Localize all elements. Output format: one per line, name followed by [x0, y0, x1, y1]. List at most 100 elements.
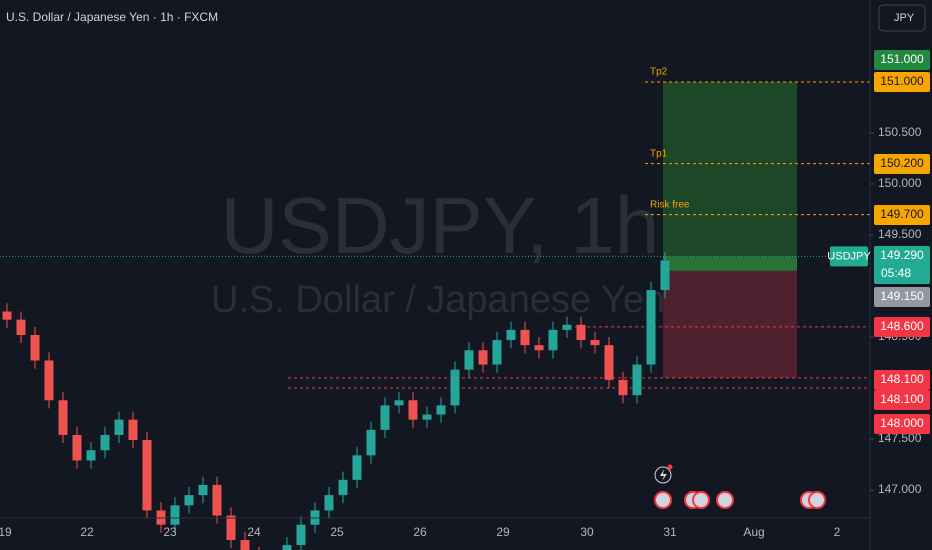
- currency-label: JPY: [894, 12, 915, 24]
- candle-body: [520, 329, 530, 346]
- candle-body: [44, 360, 54, 401]
- candle-body: [478, 350, 488, 365]
- event-icons: [654, 464, 826, 509]
- candle-body: [576, 324, 586, 341]
- x-tick-label: 25: [330, 525, 344, 539]
- candle-body: [646, 290, 656, 365]
- price-tag-label: 148.100: [880, 372, 924, 386]
- candle-body: [16, 319, 26, 335]
- open-pnl-zone: [663, 256, 797, 271]
- candle-body: [618, 379, 628, 396]
- x-tick-label: Aug: [743, 525, 764, 539]
- candle-body: [408, 400, 418, 420]
- x-tick-label: 19: [0, 525, 12, 539]
- candle-body: [436, 405, 446, 415]
- candle-body: [282, 545, 292, 550]
- candle-body: [30, 334, 40, 361]
- candle-body: [128, 419, 138, 441]
- candle-body: [212, 484, 222, 516]
- price-tag-label: 149.290: [880, 248, 924, 262]
- price-tag-label: 150.200: [880, 156, 924, 170]
- symbol-title: U.S. Dollar / Japanese Yen · 1h · FXCM: [6, 10, 218, 24]
- symbol-tag-bg: [830, 246, 868, 267]
- plot: Tp2 Tp1 Risk free: [0, 67, 870, 550]
- countdown-label: 05:48: [881, 266, 911, 280]
- price-tag: [874, 390, 930, 410]
- symbol-tag: USDJPY: [827, 250, 871, 262]
- flag-icon[interactable]: [654, 491, 672, 509]
- candle-body: [632, 364, 642, 396]
- price-tag-label: 149.150: [880, 289, 924, 303]
- candle-body: [58, 400, 68, 435]
- y-tick-label: 147.500: [878, 431, 922, 445]
- price-tag: [874, 414, 930, 434]
- price-tag: [874, 370, 930, 390]
- y-tick-label: 150.000: [878, 176, 922, 190]
- level-label: Tp2: [650, 67, 668, 78]
- candle-body: [100, 434, 110, 451]
- price-tag: [874, 154, 930, 174]
- flag-icon[interactable]: [692, 491, 710, 509]
- candle-body: [352, 455, 362, 480]
- candle-body: [604, 345, 614, 380]
- price-tag: [874, 205, 930, 225]
- candle-body: [422, 414, 432, 420]
- loss-zone: [663, 270, 797, 378]
- lightning: [660, 469, 667, 481]
- price-tag: [874, 317, 930, 337]
- candle-body: [142, 440, 152, 511]
- price-tag-label: 148.000: [880, 416, 924, 430]
- candle-body: [450, 369, 460, 406]
- candle-body: [366, 429, 376, 456]
- y-tick-label: 147.000: [878, 482, 922, 496]
- candle-body: [338, 479, 348, 496]
- flag-icon[interactable]: [808, 491, 826, 509]
- price-tag-label: 151.000: [880, 74, 924, 88]
- y-tick-label: 150.500: [878, 125, 922, 139]
- candle-body: [114, 419, 124, 435]
- candle-body: [660, 260, 670, 291]
- candle-body: [394, 400, 404, 406]
- x-tick-label: 24: [247, 525, 261, 539]
- candle-body: [548, 329, 558, 351]
- watermark-name: U.S. Dollar / Japanese Yen: [211, 279, 665, 321]
- candle-body: [240, 540, 250, 550]
- x-tick-label: 22: [80, 525, 94, 539]
- candle-body: [86, 450, 96, 461]
- candle-body: [170, 505, 180, 525]
- x-tick-label: 2: [834, 525, 841, 539]
- candle-body: [506, 329, 516, 341]
- x-tick-label: 23: [163, 525, 177, 539]
- watermark-symbol: USDJPY, 1h: [221, 181, 660, 270]
- price-tag: [874, 246, 930, 284]
- candle-body: [2, 311, 12, 320]
- price-tag: [874, 50, 930, 70]
- level-label: Tp1: [650, 148, 668, 159]
- price-tag: [874, 287, 930, 307]
- price-tag-label: 148.100: [880, 392, 924, 406]
- flag-icon[interactable]: [716, 491, 734, 509]
- candle-body: [562, 324, 572, 330]
- price-tag: [874, 72, 930, 92]
- price-tag-label: 148.600: [880, 319, 924, 333]
- level-label: Risk free: [650, 199, 690, 210]
- candle-body: [380, 405, 390, 430]
- candle-body: [184, 495, 194, 506]
- candle-body: [198, 484, 208, 496]
- candle-body: [534, 345, 544, 351]
- candle-body: [296, 524, 306, 546]
- x-tick-label: 26: [413, 525, 427, 539]
- candle-body: [324, 495, 334, 511]
- candle-body: [464, 350, 474, 370]
- currency-button[interactable]: [878, 4, 926, 32]
- price-tag-label: 149.700: [880, 207, 924, 221]
- candle-body: [226, 515, 236, 541]
- price-tag-label: 151.000: [880, 52, 924, 66]
- candle-body: [72, 434, 82, 461]
- x-tick-label: 30: [580, 525, 594, 539]
- event-dot: [667, 464, 673, 470]
- x-tick-label: 29: [496, 525, 510, 539]
- candle-body: [590, 340, 600, 346]
